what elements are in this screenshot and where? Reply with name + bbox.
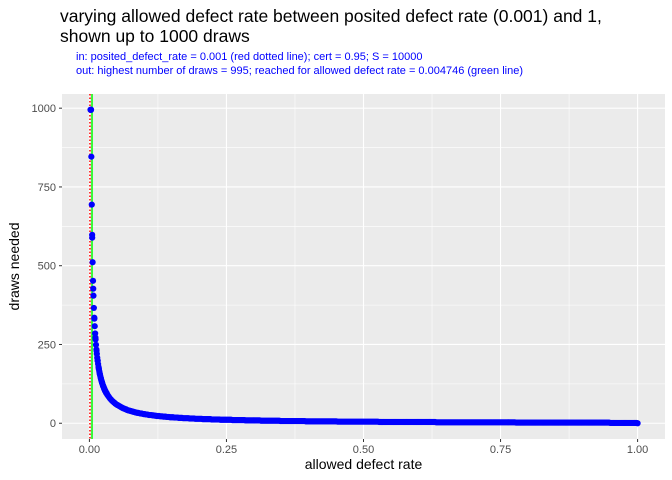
data-point xyxy=(90,285,97,292)
x-tick-label: 0.75 xyxy=(490,444,511,456)
y-tick-label: 0 xyxy=(50,418,56,430)
y-axis-label: draws needed xyxy=(6,223,22,311)
chart-title-line-2: shown up to 1000 draws xyxy=(60,26,250,46)
data-point xyxy=(89,259,96,266)
y-tick-label: 750 xyxy=(38,182,56,194)
x-tick-label: 1.00 xyxy=(627,444,648,456)
data-point xyxy=(89,277,97,284)
x-tick-label: 0.25 xyxy=(216,444,237,456)
data-point xyxy=(91,323,98,330)
data-point xyxy=(90,292,97,299)
data-point xyxy=(90,304,97,312)
chart-subtitle-line-1: in: posited_defect_rate = 0.001 (red dot… xyxy=(76,51,422,63)
data-point xyxy=(92,330,99,337)
data-point xyxy=(634,420,641,427)
y-tick-label: 250 xyxy=(38,339,56,351)
x-axis-ticks: 0.00 0.25 0.50 0.75 1.00 xyxy=(79,439,648,456)
reference-lines xyxy=(89,94,93,439)
y-tick-label: 500 xyxy=(38,261,56,273)
x-tick-label: 0.00 xyxy=(79,444,100,456)
data-point xyxy=(88,201,95,208)
chart-subtitle-line-2: out: highest number of draws = 995; reac… xyxy=(76,65,523,77)
data-point xyxy=(88,153,95,160)
y-axis-ticks: 0 250 500 750 1000 xyxy=(32,103,62,430)
data-point xyxy=(91,314,98,321)
data-points xyxy=(87,106,641,427)
chart-subtitle: in: posited_defect_rate = 0.001 (red dot… xyxy=(76,51,523,77)
x-tick-label: 0.50 xyxy=(353,444,374,456)
data-point xyxy=(92,336,99,343)
data-point xyxy=(89,234,96,241)
data-point xyxy=(103,390,111,398)
chart-title: varying allowed defect rate between posi… xyxy=(60,6,602,46)
y-tick-label: 1000 xyxy=(32,103,56,115)
chart-title-line-1: varying allowed defect rate between posi… xyxy=(60,6,602,26)
x-axis-label: allowed defect rate xyxy=(305,456,423,472)
data-point xyxy=(87,106,95,113)
data-point xyxy=(92,341,100,348)
